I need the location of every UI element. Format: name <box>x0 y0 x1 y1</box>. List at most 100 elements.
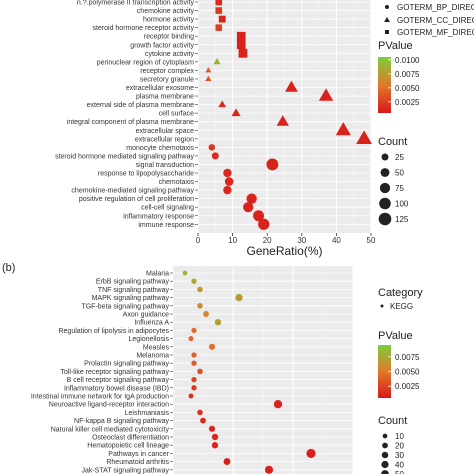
data-point-circle <box>306 448 316 458</box>
term-label: chemokine activity <box>137 8 195 15</box>
data-point-triangle <box>213 57 221 65</box>
data-point-circle <box>200 417 206 424</box>
data-point-circle <box>208 343 216 350</box>
legend-count-circle <box>379 182 391 194</box>
term-label: Neuroactive ligand-receptor interaction <box>49 402 169 409</box>
term-label: Regulation of lipolysis in adipocytes <box>58 328 169 335</box>
data-point-circle <box>191 352 197 358</box>
data-point-circle <box>211 152 219 160</box>
term-label: Leishmaniasis <box>125 410 170 417</box>
legend-count-title: Count <box>378 136 407 148</box>
term-label: extracellular region <box>135 136 194 143</box>
data-point-circle <box>253 210 265 222</box>
legend-count-label: 25 <box>395 153 404 162</box>
term-label: MAPK signaling pathway <box>92 295 170 302</box>
data-point-circle <box>191 327 197 334</box>
legend-pvalue-label: 0.0025 <box>395 98 420 107</box>
term-label: cell surface <box>159 111 195 118</box>
term-label: Inflammatory bowel disease (IBD) <box>64 385 169 392</box>
legend-count-circle <box>382 442 388 449</box>
go-enrichment-panel: 0 10 20 30 40 50 n.?.polymerase II transcripti… <box>55 0 474 258</box>
data-point-triangle <box>335 122 351 136</box>
legend-category-label: GOTERM_BP_DIRECT <box>397 3 474 12</box>
legend-count-label: 75 <box>395 184 404 193</box>
legend-count-label: 50 <box>395 470 404 474</box>
data-point-circle <box>208 425 216 432</box>
term-label: Rheumatoid arthritis <box>106 459 169 466</box>
data-point-circle <box>214 319 222 326</box>
data-point-triangle <box>318 88 334 101</box>
legend-square-symbol <box>385 30 389 34</box>
term-label: chemokine-mediated signaling pathway <box>71 188 194 195</box>
panel-label: (b) <box>2 262 15 274</box>
data-point-circle <box>266 158 279 171</box>
term-label: receptor binding <box>144 34 194 41</box>
legend-pvalue-label: 0.0050 <box>395 84 420 93</box>
x-tick-label: 40 <box>332 236 341 245</box>
term-label: Malaria <box>146 271 169 278</box>
data-point-triangle <box>276 115 289 126</box>
data-point-square <box>236 31 246 41</box>
legend-count-circle <box>382 433 388 439</box>
legend-category-label: GOTERM_CC_DIRECT <box>397 16 474 25</box>
x-tick-label: 10 <box>228 236 237 245</box>
term-label: hormone activity <box>143 17 194 24</box>
term-label: positive regulation of cell proliferatio… <box>79 196 194 203</box>
data-point-circle <box>223 458 231 466</box>
legend-count-label: 30 <box>395 451 404 460</box>
term-label: chemotaxis <box>159 179 195 186</box>
legend-pvalue-label: 0.0100 <box>395 56 420 65</box>
term-label: external side of plasma membrane <box>87 102 194 109</box>
data-point-triangle <box>205 67 212 73</box>
data-point-circle <box>188 336 194 342</box>
term-label: integral component of plasma membrane <box>67 119 194 126</box>
data-point-circle <box>191 385 197 391</box>
term-label: extracellular exosome <box>126 85 194 92</box>
data-point-circle <box>197 368 203 375</box>
data-point-circle <box>208 144 216 151</box>
data-point-circle <box>191 360 197 366</box>
legend-count-label: 50 <box>395 169 404 178</box>
legend-count-circle <box>381 153 389 161</box>
term-label: B cell receptor signaling pathway <box>67 377 170 384</box>
legend-count-circle <box>380 168 390 177</box>
term-label: Hematopoietic cell lineage <box>87 443 169 450</box>
term-label: cytokine activity <box>145 51 195 58</box>
legend-pvalue-label: 0.0050 <box>395 368 420 377</box>
data-point-circle <box>182 270 188 276</box>
data-point-circle <box>224 177 234 186</box>
data-point-square <box>238 48 248 58</box>
term-label: steroid hormone receptor activity <box>92 25 194 32</box>
legend-pvalue-title: PValue <box>378 40 413 52</box>
term-label: Natural killer cell mediated cytotoxicit… <box>51 426 170 433</box>
term-label: ErbB signaling pathway <box>96 279 170 286</box>
term-label: NF-kappa B signaling pathway <box>74 418 169 425</box>
term-label: TGF-beta signaling pathway <box>81 303 169 310</box>
data-point-circle <box>223 185 232 195</box>
term-label: monocyte chemotaxis <box>126 145 194 152</box>
legend-pvalue-label: 0.0075 <box>395 353 420 362</box>
data-point-circle <box>235 293 243 302</box>
data-point-triangle <box>205 75 212 81</box>
term-label: plasma membrane <box>136 94 194 101</box>
term-label: growth factor activity <box>130 42 194 49</box>
term-label: extracellular space <box>136 128 194 135</box>
data-point-circle <box>264 465 274 474</box>
term-label: inflammatory response <box>123 213 194 220</box>
data-point-circle <box>191 376 197 383</box>
legend-pvalue-label: 0.0075 <box>395 70 420 79</box>
data-point-circle <box>246 193 257 204</box>
term-label: immune response <box>138 222 194 229</box>
term-label: Legionellosis <box>129 336 170 343</box>
x-axis-title: GeneRatio(%) <box>246 244 322 258</box>
data-point-circle <box>191 278 197 284</box>
legend-count-circle <box>381 470 389 474</box>
term-label: cell-cell signaling <box>141 205 194 212</box>
data-point-circle <box>273 400 283 409</box>
legend-circle-symbol <box>385 5 389 9</box>
data-point-circle <box>197 303 203 309</box>
legend-pvalue-gradient <box>378 57 391 113</box>
data-point-circle <box>197 286 203 293</box>
